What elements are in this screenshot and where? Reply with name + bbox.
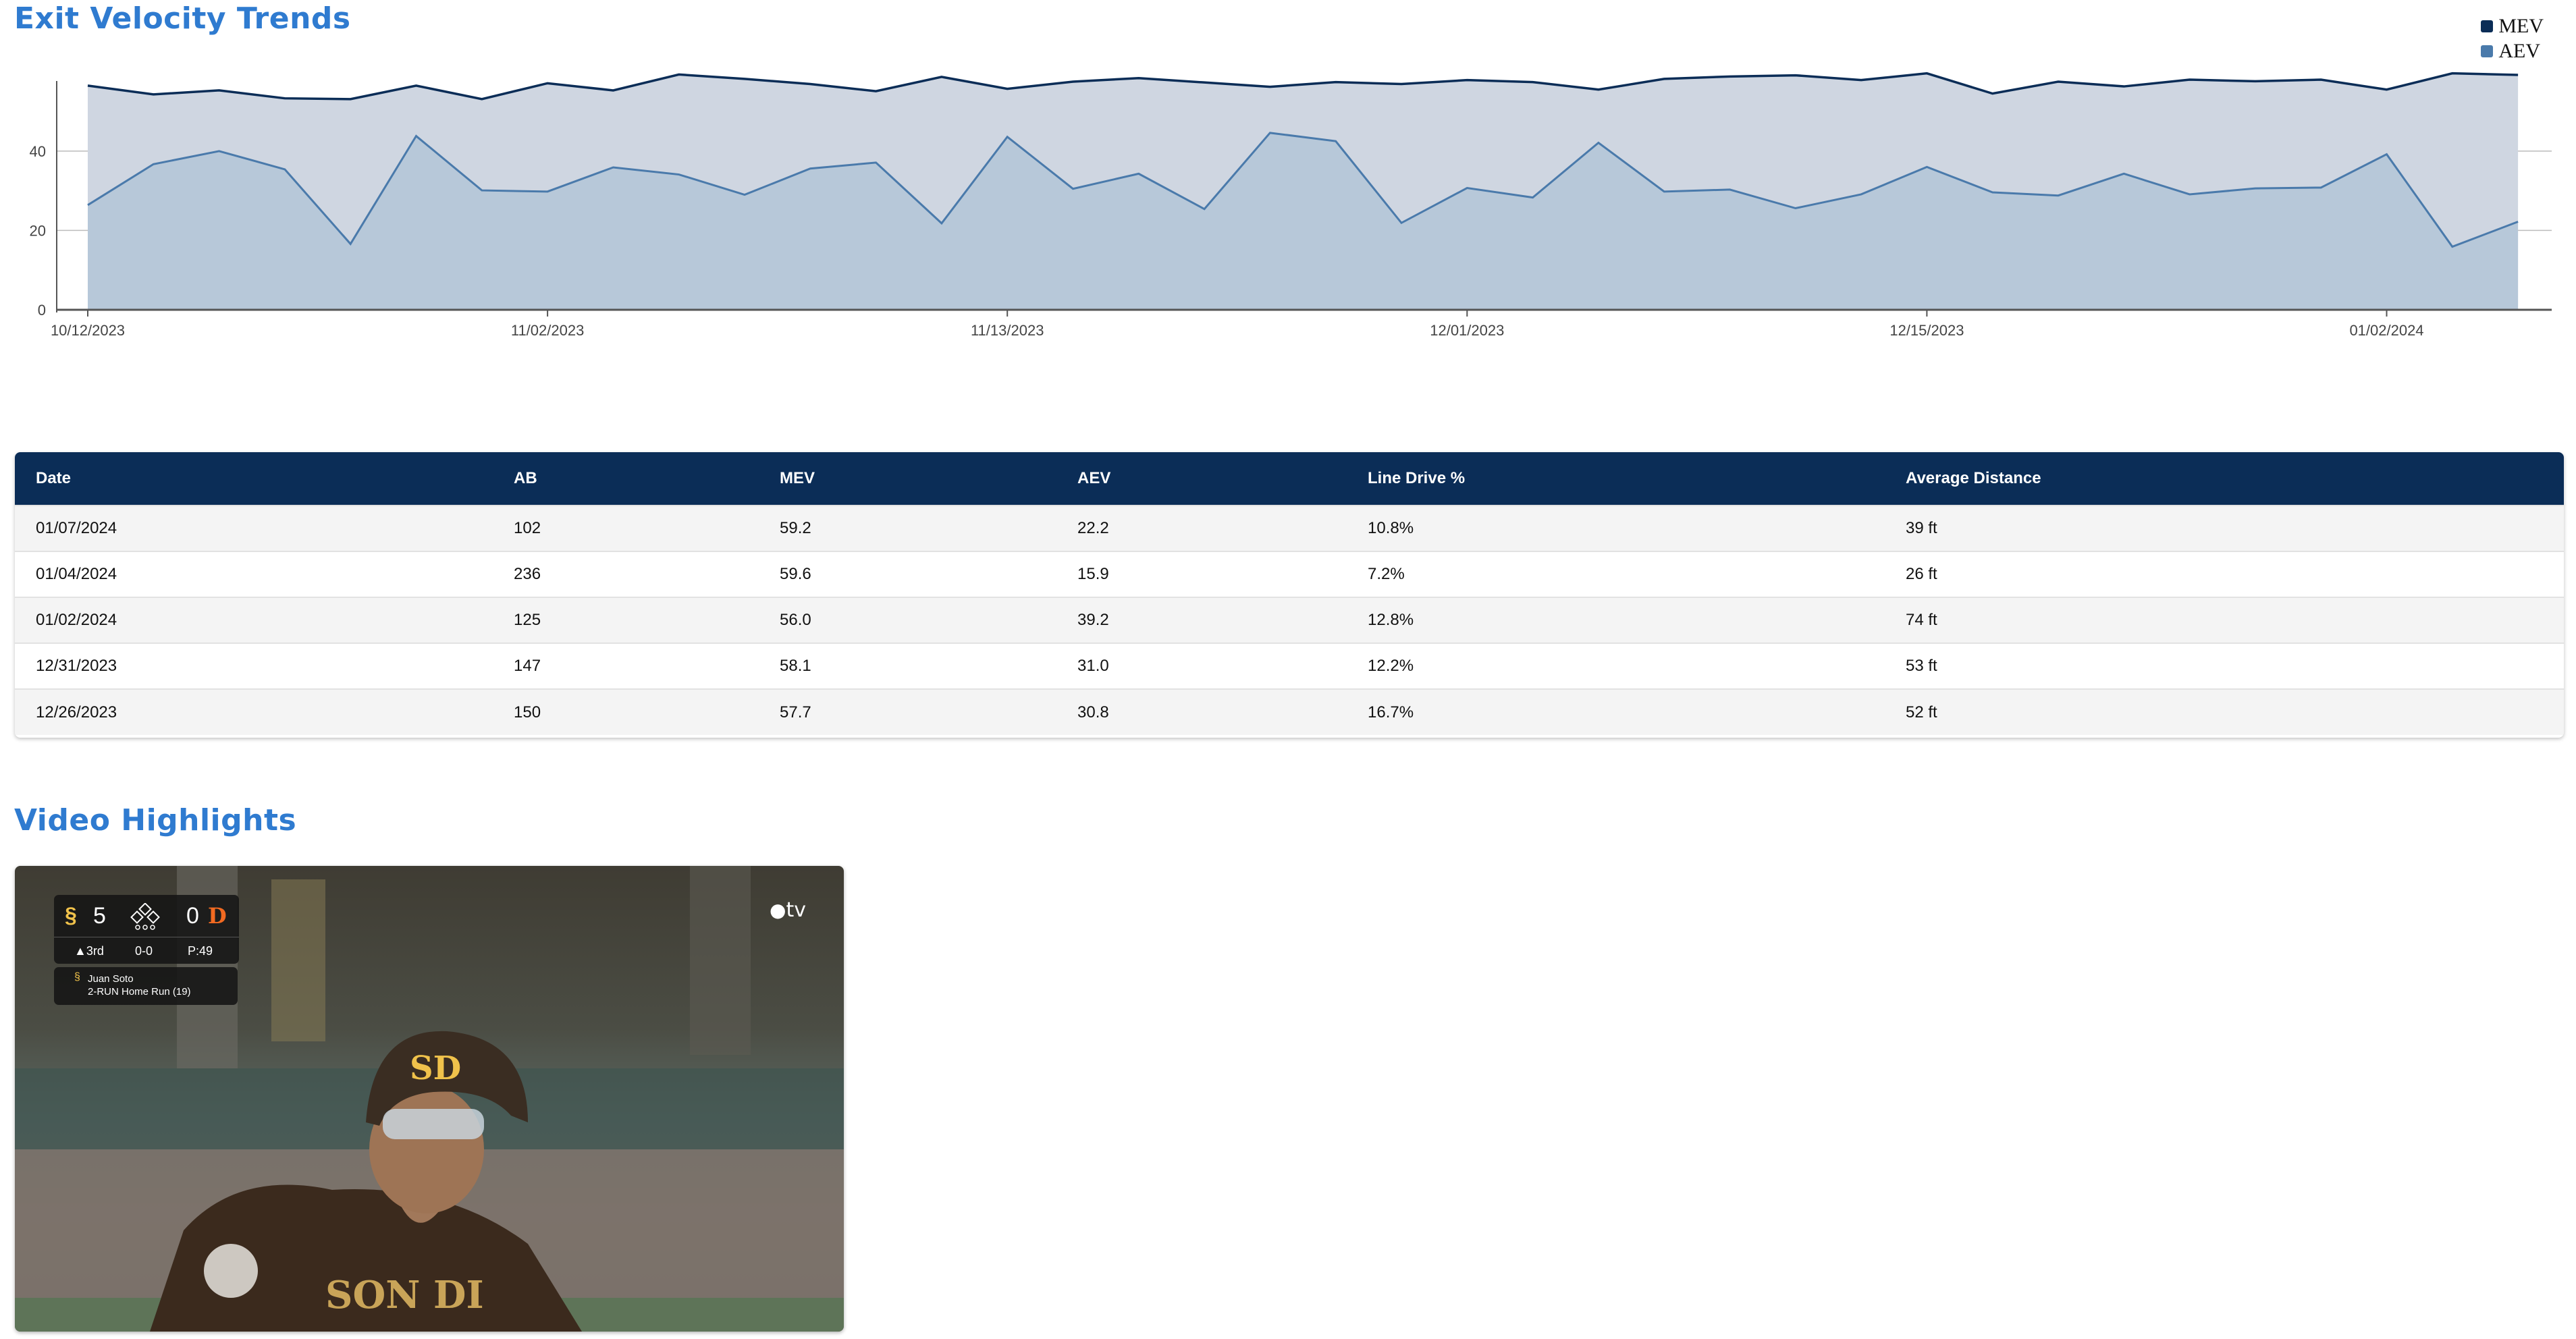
line-mev bbox=[87, 72, 2519, 101]
cell-line-drive: 12.2% bbox=[1368, 657, 1414, 675]
table-row: 01/04/2024 236 59.6 15.9 7.2% 26 ft bbox=[15, 551, 2564, 597]
play-description: 2-RUN Home Run (19) bbox=[88, 986, 191, 998]
cell-date: 12/31/2023 bbox=[36, 657, 117, 675]
cell-mev: 56.0 bbox=[780, 611, 811, 629]
header-date[interactable]: Date bbox=[36, 469, 72, 487]
cell-ab: 102 bbox=[514, 519, 541, 537]
cell-ab: 150 bbox=[514, 703, 541, 721]
cell-aev: 39.2 bbox=[1077, 611, 1109, 629]
player-bug: § Juan Soto 2-RUN Home Run (19) bbox=[54, 967, 238, 1005]
cell-mev: 59.6 bbox=[780, 565, 811, 583]
exit-velocity-chart: 0 20 40 10/12/2023 11/02/2023 11/13/2023 12/01… bbox=[30, 72, 2552, 339]
cell-date: 12/26/2023 bbox=[36, 703, 117, 721]
cell-average-distance: 52 ft bbox=[1906, 703, 1937, 721]
y-tick-label-20: 20 bbox=[30, 222, 46, 239]
cell-average-distance: 53 ft bbox=[1906, 657, 1937, 675]
svg-text:SD: SD bbox=[410, 1049, 461, 1087]
chart-title: Exit Velocity Trends bbox=[14, 1, 351, 36]
cell-date: 01/04/2024 bbox=[36, 565, 117, 583]
svg-text:SON DI: SON DI bbox=[325, 1273, 484, 1317]
area-aev bbox=[88, 132, 2519, 310]
cell-ab: 147 bbox=[514, 657, 541, 675]
base-runners-icon bbox=[130, 903, 160, 930]
cell-line-drive: 7.2% bbox=[1368, 565, 1405, 583]
cell-line-drive: 10.8% bbox=[1368, 519, 1414, 537]
header-average-distance[interactable]: Average Distance bbox=[1906, 469, 2041, 487]
legend-swatch-aev bbox=[2481, 45, 2494, 57]
x-tick-label: 10/12/2023 bbox=[51, 322, 125, 339]
cell-line-drive: 12.8% bbox=[1368, 611, 1414, 629]
stats-table: Date AB MEV AEV Line Drive % Average Dis… bbox=[15, 452, 2564, 735]
apple-tv-logo-icon: ●tv bbox=[770, 898, 806, 922]
cell-mev: 58.1 bbox=[780, 657, 811, 675]
table-row: 01/02/2024 125 56.0 39.2 12.8% 74 ft bbox=[15, 597, 2564, 643]
cell-ab: 236 bbox=[514, 565, 541, 583]
legend-label-aev: AEV bbox=[2498, 39, 2540, 62]
legend-item-mev[interactable]: MEV bbox=[2481, 13, 2544, 38]
away-score: 5 bbox=[93, 903, 106, 929]
video-highlights-title: Video Highlights bbox=[14, 803, 297, 838]
cell-mev: 59.2 bbox=[780, 519, 811, 537]
cell-aev: 22.2 bbox=[1077, 519, 1109, 537]
video-player[interactable]: SD SON DI § 5 0 D ▲3rd 0-0 P:49 § Juan bbox=[15, 866, 844, 1332]
inning-indicator: ▲3rd bbox=[74, 944, 104, 958]
line-aev bbox=[87, 132, 2519, 248]
cell-line-drive: 16.7% bbox=[1368, 703, 1414, 721]
cell-average-distance: 74 ft bbox=[1906, 611, 1937, 629]
apple-icon: ● bbox=[770, 899, 786, 921]
x-tick-label: 11/02/2023 bbox=[511, 322, 584, 339]
sd-logo-icon: § bbox=[65, 903, 77, 927]
cell-date: 01/02/2024 bbox=[36, 611, 117, 629]
y-tick-label-40: 40 bbox=[30, 143, 46, 160]
header-line-drive[interactable]: Line Drive % bbox=[1368, 469, 1466, 487]
sd-logo-icon: § bbox=[74, 971, 80, 983]
header-aev[interactable]: AEV bbox=[1077, 469, 1111, 487]
legend-item-aev[interactable]: AEV bbox=[2481, 38, 2544, 63]
x-tick-label: 01/02/2024 bbox=[2349, 322, 2423, 339]
table-header-row: Date AB MEV AEV Line Drive % Average Dis… bbox=[15, 452, 2564, 505]
stats-table-card: Date AB MEV AEV Line Drive % Average Dis… bbox=[15, 452, 2564, 738]
x-tick-label: 12/15/2023 bbox=[1889, 322, 1964, 339]
table-row: 12/26/2023 150 57.7 30.8 16.7% 52 ft bbox=[15, 689, 2564, 735]
cell-ab: 125 bbox=[514, 611, 541, 629]
table-row: 12/31/2023 147 58.1 31.0 12.2% 53 ft bbox=[15, 643, 2564, 689]
count-indicator: 0-0 bbox=[135, 944, 153, 958]
cell-mev: 57.7 bbox=[780, 703, 811, 721]
cell-date: 01/07/2024 bbox=[36, 519, 117, 537]
network-logo-text: tv bbox=[786, 898, 806, 922]
cell-aev: 30.8 bbox=[1077, 703, 1109, 721]
scorebug: § 5 0 D ▲3rd 0-0 P:49 bbox=[54, 895, 239, 964]
header-ab[interactable]: AB bbox=[514, 469, 537, 487]
player-name: Juan Soto bbox=[88, 973, 134, 985]
legend-label-mev: MEV bbox=[2498, 14, 2544, 37]
cell-average-distance: 26 ft bbox=[1906, 565, 1937, 583]
d-logo-icon: D bbox=[208, 903, 227, 929]
cell-aev: 15.9 bbox=[1077, 565, 1109, 583]
legend-swatch-mev bbox=[2481, 20, 2494, 32]
x-tick-label: 11/13/2023 bbox=[971, 322, 1044, 339]
chart-legend: MEV AEV bbox=[2481, 13, 2544, 63]
table-row: 01/07/2024 102 59.2 22.2 10.8% 39 ft bbox=[15, 505, 2564, 551]
header-mev[interactable]: MEV bbox=[780, 469, 815, 487]
pitch-count: P:49 bbox=[188, 944, 213, 958]
cell-average-distance: 39 ft bbox=[1906, 519, 1937, 537]
home-score: 0 bbox=[186, 903, 199, 929]
x-tick-label: 12/01/2023 bbox=[1430, 322, 1504, 339]
y-tick-label-0: 0 bbox=[38, 302, 46, 319]
cell-aev: 31.0 bbox=[1077, 657, 1109, 675]
